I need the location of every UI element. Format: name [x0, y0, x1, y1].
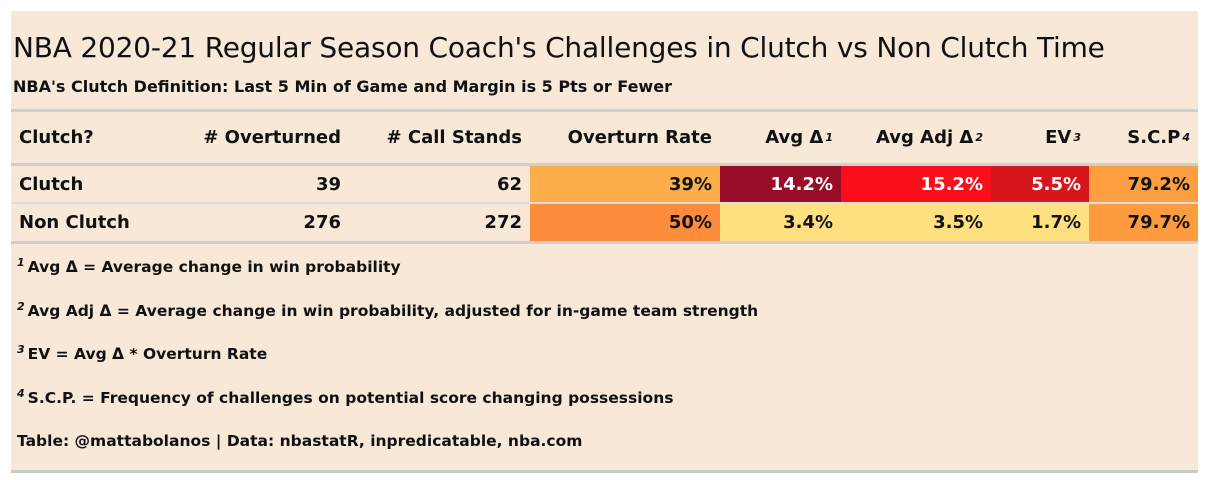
- cell-row1-avg-adj-delta: 15.2%: [841, 166, 991, 202]
- panel-bottom-rule: [11, 470, 1198, 473]
- rule-header: [11, 163, 1198, 166]
- header-overturn-rate: Overturn Rate: [567, 127, 712, 148]
- cell-row1-scp: 79.2%: [1089, 166, 1198, 202]
- cell-row2-clutch: Non Clutch: [19, 212, 130, 233]
- cell-row2-scp: 79.7%: [1089, 204, 1198, 241]
- header-call-stands: # Call Stands: [386, 127, 522, 148]
- cell-row2-ev: 1.7%: [991, 204, 1089, 241]
- rule-top: [11, 109, 1198, 112]
- cell-row1-ev: 5.5%: [991, 166, 1089, 202]
- footnote-3: 3 EV = Avg Δ * Overturn Rate: [17, 342, 268, 363]
- cell-row1-call-stands: 62: [496, 173, 522, 195]
- header-scp: S.C.P 4: [1127, 127, 1190, 148]
- cell-row1-clutch: Clutch: [19, 173, 84, 195]
- footnote-1: 1 Avg Δ = Average change in win probabili…: [17, 255, 401, 276]
- rule-bottom: [11, 241, 1198, 244]
- table-panel: NBA 2020-21 Regular Season Coach's Chall…: [11, 11, 1198, 473]
- cell-row2-overturned: 276: [303, 212, 341, 233]
- cell-row2-overturn-rate: 50%: [530, 204, 720, 241]
- rule-middle: [11, 202, 1198, 204]
- cell-row2-avg-adj-delta: 3.5%: [841, 204, 991, 241]
- cell-row1-overturn-rate: 39%: [530, 166, 720, 202]
- source-note: Table: @mattabolanos | Data: nbastatR, i…: [17, 432, 583, 450]
- table-subtitle: NBA's Clutch Definition: Last 5 Min of G…: [13, 77, 672, 96]
- cell-row2-call-stands: 272: [484, 212, 522, 233]
- table-title: NBA 2020-21 Regular Season Coach's Chall…: [13, 31, 1105, 64]
- cell-row2-avg-delta: 3.4%: [720, 204, 841, 241]
- cell-row1-avg-delta: 14.2%: [720, 166, 841, 202]
- header-overturned: # Overturned: [203, 127, 341, 148]
- cell-row1-overturned: 39: [315, 173, 341, 195]
- footnote-2: 2 Avg Adj Δ = Average change in win proba…: [17, 299, 759, 320]
- header-clutch: Clutch?: [19, 127, 94, 148]
- footnote-4: 4 S.C.P. = Frequency of challenges on pot…: [17, 386, 674, 407]
- header-ev: EV 3: [1045, 127, 1081, 148]
